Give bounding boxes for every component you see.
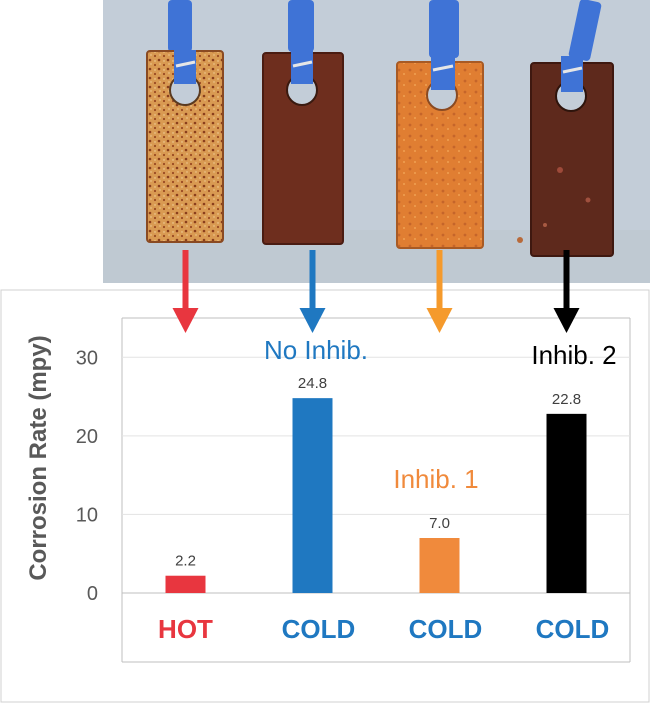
gridlines [122,356,630,594]
value-label: 24.8 [298,375,327,392]
plot-area [121,317,631,663]
arrow-down-icon [426,308,453,333]
corrosion-coupon-photo [103,0,650,283]
series-annotations: No Inhib. Inhib. 1 Inhib. 2 [264,335,617,494]
series-annotation: Inhib. 2 [531,340,616,370]
y-axis-ticks: 0 10 20 30 [76,347,98,605]
bar [292,398,333,593]
coupon-no-inhibitor [262,50,344,245]
category-label: HOT [158,614,213,644]
bar [165,575,206,593]
arrows [172,250,580,333]
y-axis-label: Corrosion Rate (mpy) [25,335,52,580]
y-tick-label: 30 [76,347,98,369]
category-label: COLD [282,614,356,644]
bar [546,413,587,593]
category-labels: HOT COLD COLD COLD [158,614,609,644]
y-tick-label: 0 [87,583,98,605]
value-labels: 2.2 24.8 7.0 22.8 [175,375,581,570]
category-label: COLD [409,614,483,644]
arrow-down-icon [299,308,326,333]
arrow-down-icon [553,308,580,333]
bars [165,398,587,593]
coupon-inhibitor-1 [396,54,484,249]
bar [419,538,460,593]
coupon-holders [168,0,602,61]
value-label: 7.0 [429,515,450,532]
y-tick-label: 10 [76,504,98,526]
arrow-down-icon [172,308,199,333]
coupon-inhibitor-2 [517,56,614,257]
category-label: COLD [536,614,610,644]
value-label: 2.2 [175,553,196,570]
value-label: 22.8 [552,391,581,408]
series-annotation: No Inhib. [264,335,368,365]
y-tick-label: 20 [76,426,98,448]
series-annotation: Inhib. 1 [393,464,478,494]
coupon-hot [146,50,224,243]
